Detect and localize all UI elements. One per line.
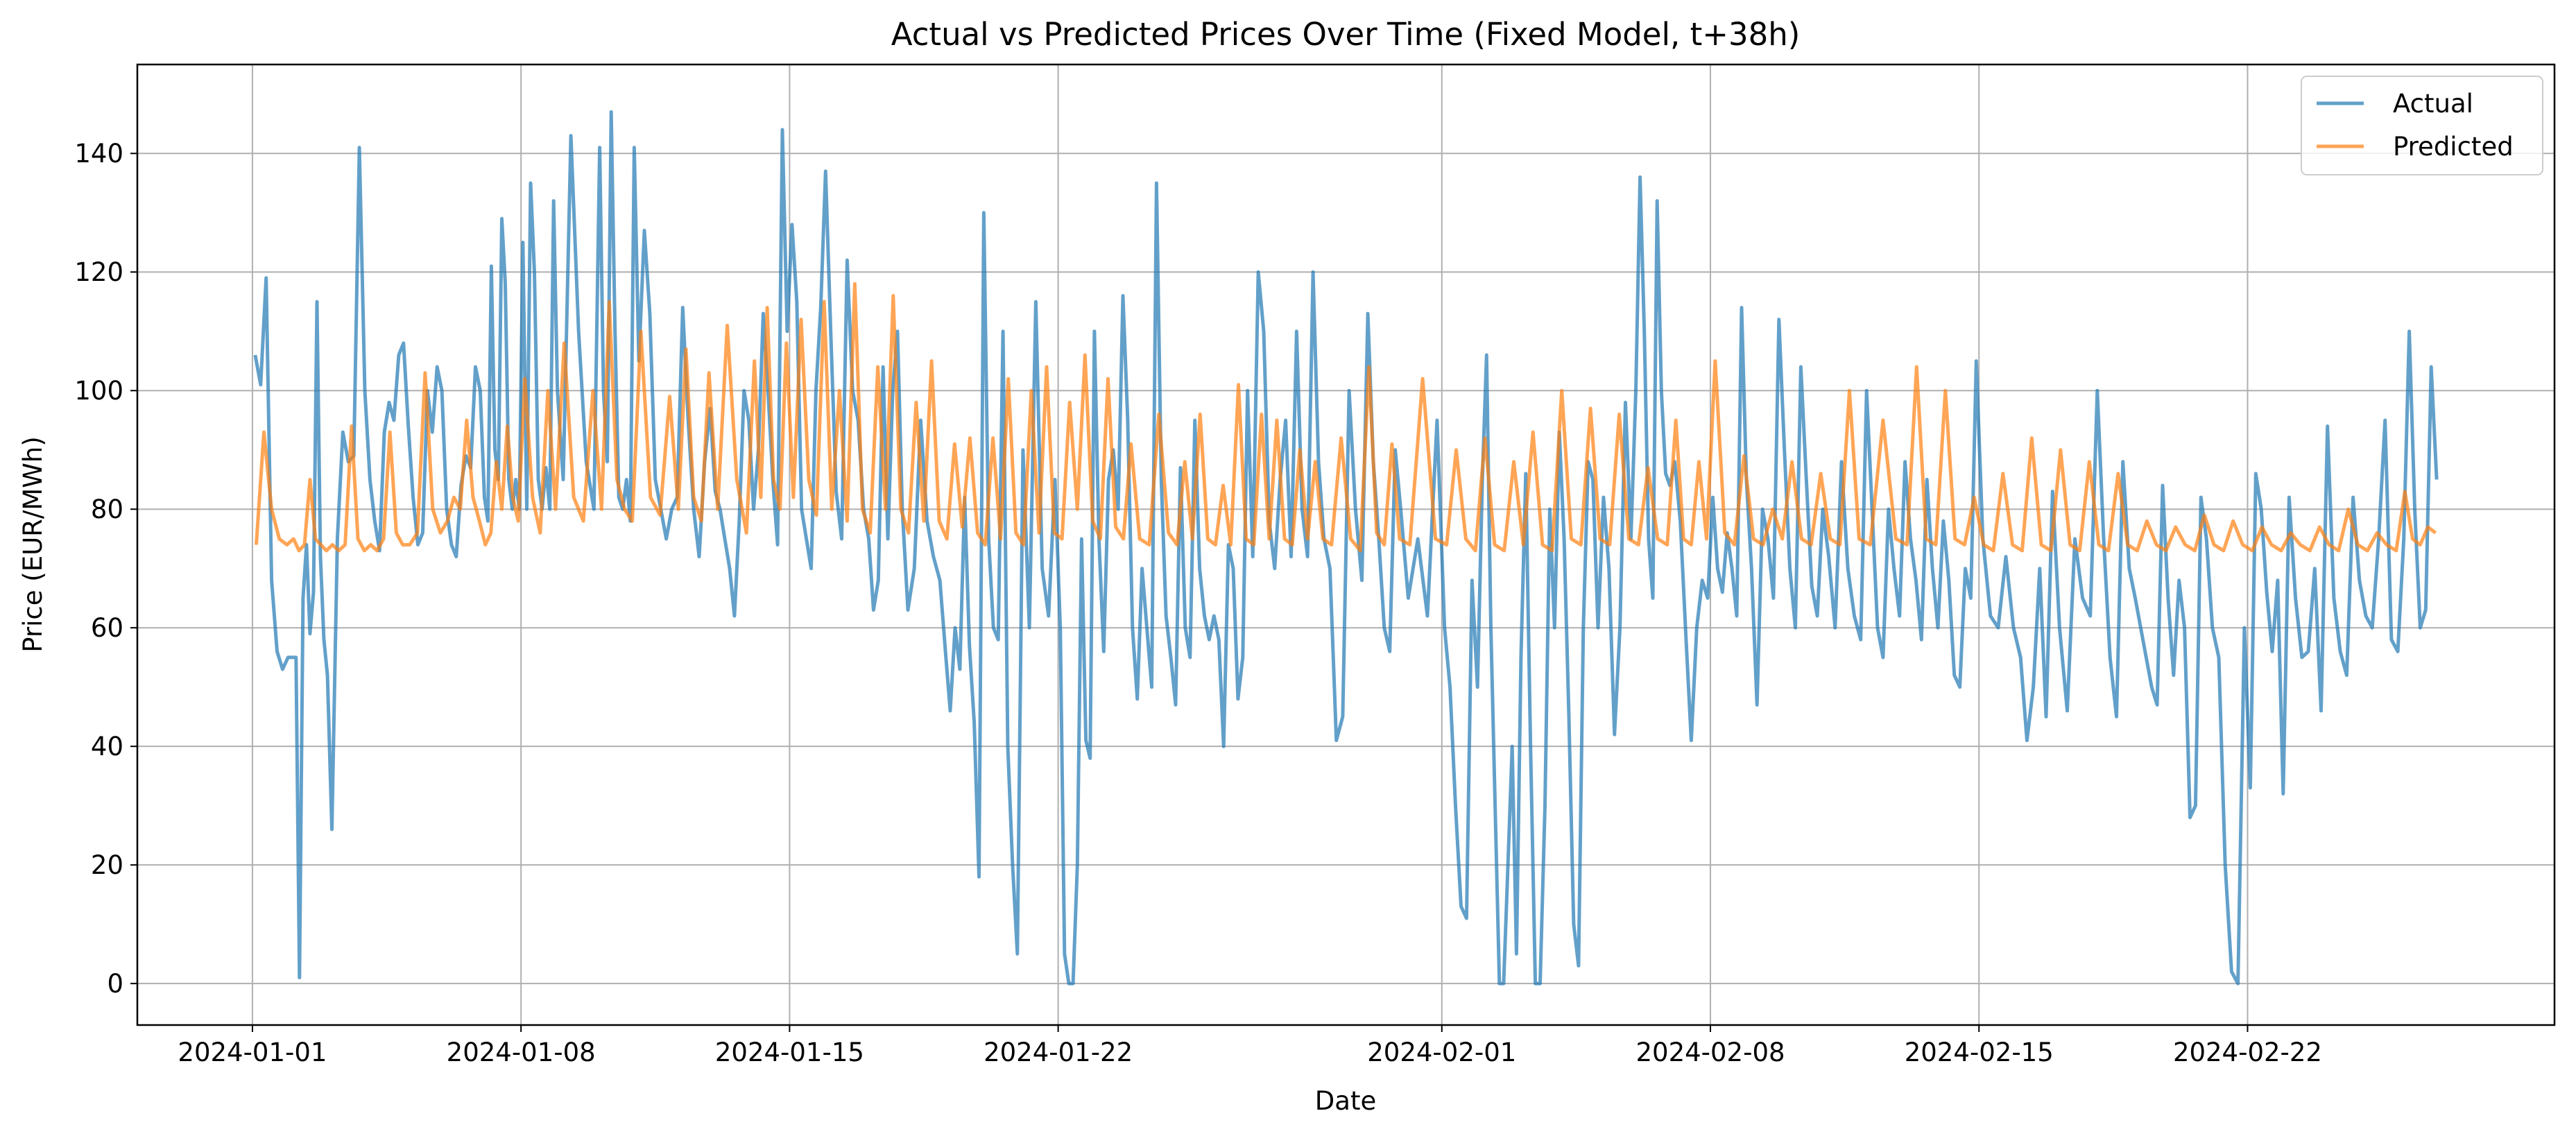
x-tick-label: 2024-01-15 xyxy=(715,1038,864,1067)
x-tick-label: 2024-02-15 xyxy=(1905,1038,2054,1067)
x-axis-label: Date xyxy=(1315,1086,1376,1116)
x-tick-label: 2024-01-22 xyxy=(984,1038,1133,1067)
y-tick-label: 140 xyxy=(74,139,123,169)
chart-title: Actual vs Predicted Prices Over Time (Fi… xyxy=(891,16,1801,53)
y-tick-label: 100 xyxy=(74,376,123,406)
y-tick-label: 80 xyxy=(91,494,123,524)
series-layer xyxy=(253,110,2439,986)
legend-frame xyxy=(2301,76,2543,175)
y-axis-label: Price (EUR/MWh) xyxy=(18,436,48,652)
x-tick-label: 2024-02-01 xyxy=(1367,1038,1516,1067)
ticks: 0 20 40 60 80 100 120 140 2024-01-01 2024-01-08 20… xyxy=(74,139,2322,1067)
y-tick-label: 60 xyxy=(91,613,123,643)
legend-label-predicted: Predicted xyxy=(2393,132,2514,162)
legend-label-actual: Actual xyxy=(2393,89,2473,119)
x-tick-label: 2024-01-01 xyxy=(178,1038,327,1067)
x-tick-label: 2024-02-22 xyxy=(2173,1038,2322,1067)
y-tick-label: 120 xyxy=(74,257,123,287)
series-line-predicted xyxy=(255,282,2437,553)
series-line-actual xyxy=(253,110,2439,986)
plot-frame xyxy=(136,63,2556,1026)
grid xyxy=(137,64,2554,1025)
x-tick-label: 2024-02-08 xyxy=(1636,1038,1785,1067)
y-tick-label: 40 xyxy=(91,732,123,761)
y-tick-label: 0 xyxy=(107,969,123,999)
x-tick-label: 2024-01-08 xyxy=(447,1038,596,1067)
legend: Actual Predicted xyxy=(2301,76,2543,175)
y-tick-label: 20 xyxy=(91,850,123,880)
